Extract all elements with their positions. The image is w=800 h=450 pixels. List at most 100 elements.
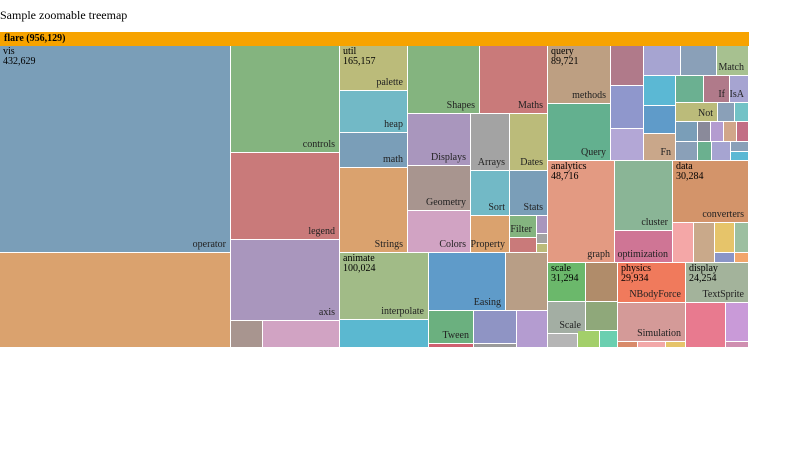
treemap-cell-query-8[interactable] [676,76,704,103]
treemap-cell-query-fn[interactable]: Fn [644,134,676,161]
treemap-cell-query-18[interactable] [724,122,737,142]
treemap-cell-analytics-graph[interactable]: graph [548,161,615,263]
treemap-cell-util-geometry[interactable]: Geometry [408,166,471,211]
treemap-cell-util-16[interactable] [537,216,548,234]
treemap-cell-query-methods[interactable]: methods [548,46,611,104]
treemap-cell-data-5[interactable] [715,253,735,263]
treemap-cell-query-query[interactable]: Query [548,104,611,161]
cell-label: If [718,89,725,100]
treemap-cell-data-3[interactable] [715,223,735,253]
treemap-cell-query-6[interactable] [611,86,644,129]
treemap-cell-query-if[interactable]: If [704,76,730,103]
treemap-cell-animate-interpolate[interactable]: interpolate [340,253,429,320]
treemap-cell-util-17[interactable] [537,234,548,244]
treemap-cell-vis-6[interactable] [263,321,340,348]
treemap-cell-data-6[interactable] [735,253,749,263]
treemap-cell-vis-legend[interactable]: legend [231,153,340,240]
treemap-cell-util-palette[interactable]: palette [340,46,408,91]
group-label-util: util 165,157 [343,47,376,67]
treemap-cell-physics-2[interactable] [618,342,638,348]
treemap-cell-query-4[interactable] [681,46,717,76]
treemap-cell-animate-easing[interactable]: Easing [429,253,506,311]
treemap-cell-vis-1[interactable] [0,253,231,348]
treemap-cell-query-11[interactable] [644,106,676,134]
treemap-cell-util-shapes[interactable]: Shapes [408,46,480,114]
treemap-cell-query-26[interactable] [731,152,749,161]
treemap-cell-query-15[interactable] [676,122,698,142]
treemap-cell-query-13[interactable] [718,103,735,122]
treemap-cell-query-3[interactable] [644,46,681,76]
treemap-cell-display-textsprite[interactable]: TextSprite [686,263,749,303]
treemap-cell-util-sort[interactable]: Sort [471,171,510,216]
treemap-cell-scale-1[interactable] [586,263,618,302]
treemap-cell-vis-5[interactable] [231,321,263,348]
treemap-cell-scale-0[interactable] [548,263,586,302]
treemap-cell-data-1[interactable] [673,223,694,263]
treemap-cell-animate-3[interactable] [340,320,429,348]
treemap-cell-util-15[interactable] [510,238,537,253]
treemap-cell-display-3[interactable] [726,342,749,348]
treemap-cell-query-20[interactable] [611,129,644,161]
treemap-cell-physics-simulation[interactable]: Simulation [618,303,686,342]
treemap-cell-animate-8[interactable] [474,344,517,348]
cell-label: axis [318,307,335,318]
treemap-cell-query-14[interactable] [735,103,749,122]
treemap-cell-query-24[interactable] [712,142,731,161]
treemap-cell-query-25[interactable] [731,142,749,152]
treemap-cell-analytics-cluster[interactable]: cluster [615,161,673,231]
treemap-cell-query-7[interactable] [644,76,676,106]
treemap-cell-util-dates[interactable]: Dates [510,114,548,171]
treemap-cell-display-2[interactable] [726,303,749,342]
group-name: query [551,46,574,57]
treemap-cell-query-19[interactable] [737,122,749,142]
treemap-cell-analytics-optimization[interactable]: optimization [615,231,673,263]
treemap-cell-util-filter[interactable]: Filter [510,216,537,238]
treemap-cell-query-2[interactable] [611,46,644,86]
cell-label: Fn [660,147,671,158]
treemap-cell-animate-5[interactable] [474,311,517,344]
treemap-cell-query-match[interactable]: Match [717,46,749,76]
treemap-cell-vis-operator[interactable]: operator [0,46,231,253]
treemap-cell-util-colors[interactable]: Colors [408,211,471,253]
cell-label: TextSprite [702,289,744,300]
treemap-cell-scale-4[interactable] [548,334,578,348]
treemap-cell-query-not[interactable]: Not [676,103,718,122]
treemap-cell-util-18[interactable] [537,244,548,253]
treemap-cell-scale-6[interactable] [600,331,618,348]
group-label-analytics: analytics 48,716 [551,162,587,182]
treemap-cell-query-23[interactable] [698,142,712,161]
treemap-cell-vis-axis[interactable]: axis [231,240,340,321]
treemap-cell-physics-3[interactable] [638,342,666,348]
cell-label: Dates [520,157,543,168]
treemap-cell-util-heap[interactable]: heap [340,91,408,133]
treemap-cell-data-converters[interactable]: converters [673,161,749,223]
treemap-cell-scale-5[interactable] [578,331,600,348]
treemap-cell-animate-tween[interactable]: Tween [429,311,474,344]
cell-label: palette [376,77,403,88]
treemap-cell-query-17[interactable] [711,122,724,142]
treemap-cell-util-maths[interactable]: Maths [480,46,548,114]
treemap-cell-util-arrays[interactable]: Arrays [471,114,510,171]
treemap-cell-vis-controls[interactable]: controls [231,46,340,153]
treemap-cell-util-math[interactable]: math [340,133,408,168]
treemap-cell-util-displays[interactable]: Displays [408,114,471,166]
treemap-cell-physics-4[interactable] [666,342,686,348]
treemap-cell-query-22[interactable] [676,142,698,161]
treemap-cell-animate-6[interactable] [517,311,548,348]
treemap-cell-query-isa[interactable]: IsA [730,76,749,103]
treemap-cell-util-strings[interactable]: Strings [340,168,408,253]
treemap-cell-query-16[interactable] [698,122,711,142]
treemap-cell-physics-nbodyforce[interactable]: NBodyForce [618,263,686,303]
treemap-cell-scale-scale[interactable]: Scale [548,302,586,334]
treemap-cell-util-property[interactable]: Property [471,216,510,253]
treemap-cell-display-1[interactable] [686,303,726,348]
treemap-root-bar[interactable]: flare (956,129) [0,32,749,46]
cell-label: interpolate [381,306,424,317]
treemap-cell-data-4[interactable] [735,223,749,253]
group-value: 31,294 [551,273,579,284]
treemap-cell-animate-2[interactable] [506,253,548,311]
treemap-cell-animate-7[interactable] [429,344,474,348]
treemap-cell-data-2[interactable] [694,223,715,263]
treemap-cell-util-stats[interactable]: Stats [510,171,548,216]
treemap-cell-scale-3[interactable] [586,302,618,331]
